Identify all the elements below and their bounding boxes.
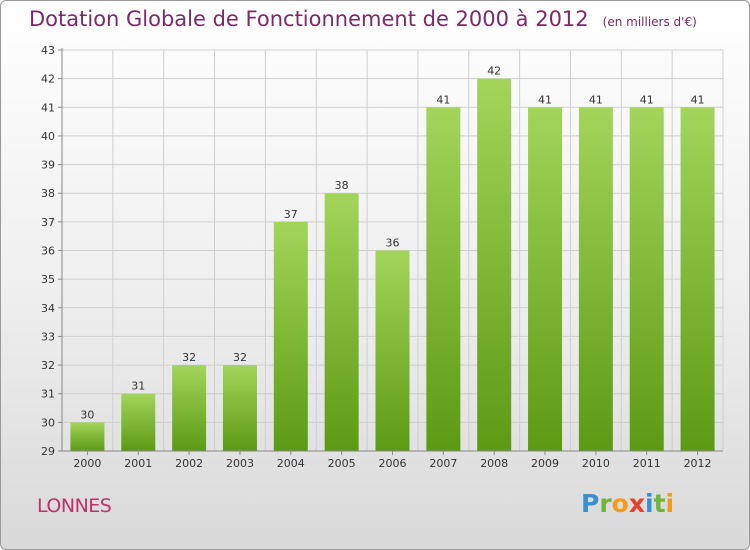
bar [680,107,715,452]
unit-label: (en milliers d'€) [602,15,697,29]
y-tick-label: 34 [41,302,55,315]
data-label: 30 [80,408,94,421]
place-name: LONNES [37,495,112,517]
y-tick-label: 31 [41,388,55,401]
bar [528,107,563,452]
y-tick-label: 39 [41,159,55,172]
bar [324,193,359,451]
data-label: 41 [640,93,654,106]
x-tick-label: 2000 [73,457,101,470]
x-tick-label: 2002 [175,457,203,470]
data-label: 31 [131,380,145,393]
chart-title: Dotation Globale de Fonctionnement de 20… [29,7,697,31]
bar [426,107,461,452]
y-tick-label: 35 [41,273,55,286]
data-label: 41 [589,93,603,106]
bar [70,422,105,451]
y-tick-label: 43 [41,44,55,57]
bar [222,365,257,451]
bar [172,365,207,451]
x-tick-label: 2007 [429,457,457,470]
bar [375,250,410,451]
x-tick-label: 2003 [226,457,254,470]
y-tick-label: 33 [41,330,55,343]
x-tick-label: 2006 [379,457,407,470]
bars: 30 31 32 32 37 38 36 41 42 41 41 41 41 [70,65,715,452]
x-tick-label: 2004 [277,457,305,470]
data-label: 38 [335,179,349,192]
x-tick-label: 2009 [531,457,559,470]
y-tick-label: 41 [41,101,55,114]
data-label: 42 [487,65,501,78]
bar [629,107,664,452]
data-label: 41 [436,93,450,106]
y-tick-label: 38 [41,187,55,200]
bar [578,107,613,452]
data-label: 32 [182,351,196,364]
y-tick-label: 42 [41,73,55,86]
data-label: 32 [233,351,247,364]
x-tick-label: 2005 [328,457,356,470]
bar [121,393,156,451]
y-tick-label: 40 [41,130,55,143]
data-label: 37 [284,208,298,221]
x-tick-label: 2001 [124,457,152,470]
data-label: 41 [538,93,552,106]
y-tick-label: 37 [41,216,55,229]
proxiti-logo[interactable]: Proxiti [581,489,675,518]
x-tick-label: 2011 [633,457,661,470]
x-tick-label: 2008 [480,457,508,470]
x-tick-label: 2010 [582,457,610,470]
y-tick-label: 32 [41,359,55,372]
y-axis: 29 30 31 32 33 34 35 36 37 38 39 40 41 42 43 [41,44,63,458]
y-tick-label: 36 [41,245,55,258]
title-text: Dotation Globale de Fonctionnement de 20… [29,7,589,31]
y-tick-label: 30 [41,416,55,429]
y-tick-label: 29 [41,445,55,458]
bar [273,221,308,451]
x-axis: 2000 2001 2002 2003 2004 2005 2006 2007 2008 2009… [62,450,723,470]
data-label: 41 [691,93,705,106]
data-label: 36 [386,237,400,250]
x-tick-label: 2012 [684,457,712,470]
bar [477,78,512,452]
